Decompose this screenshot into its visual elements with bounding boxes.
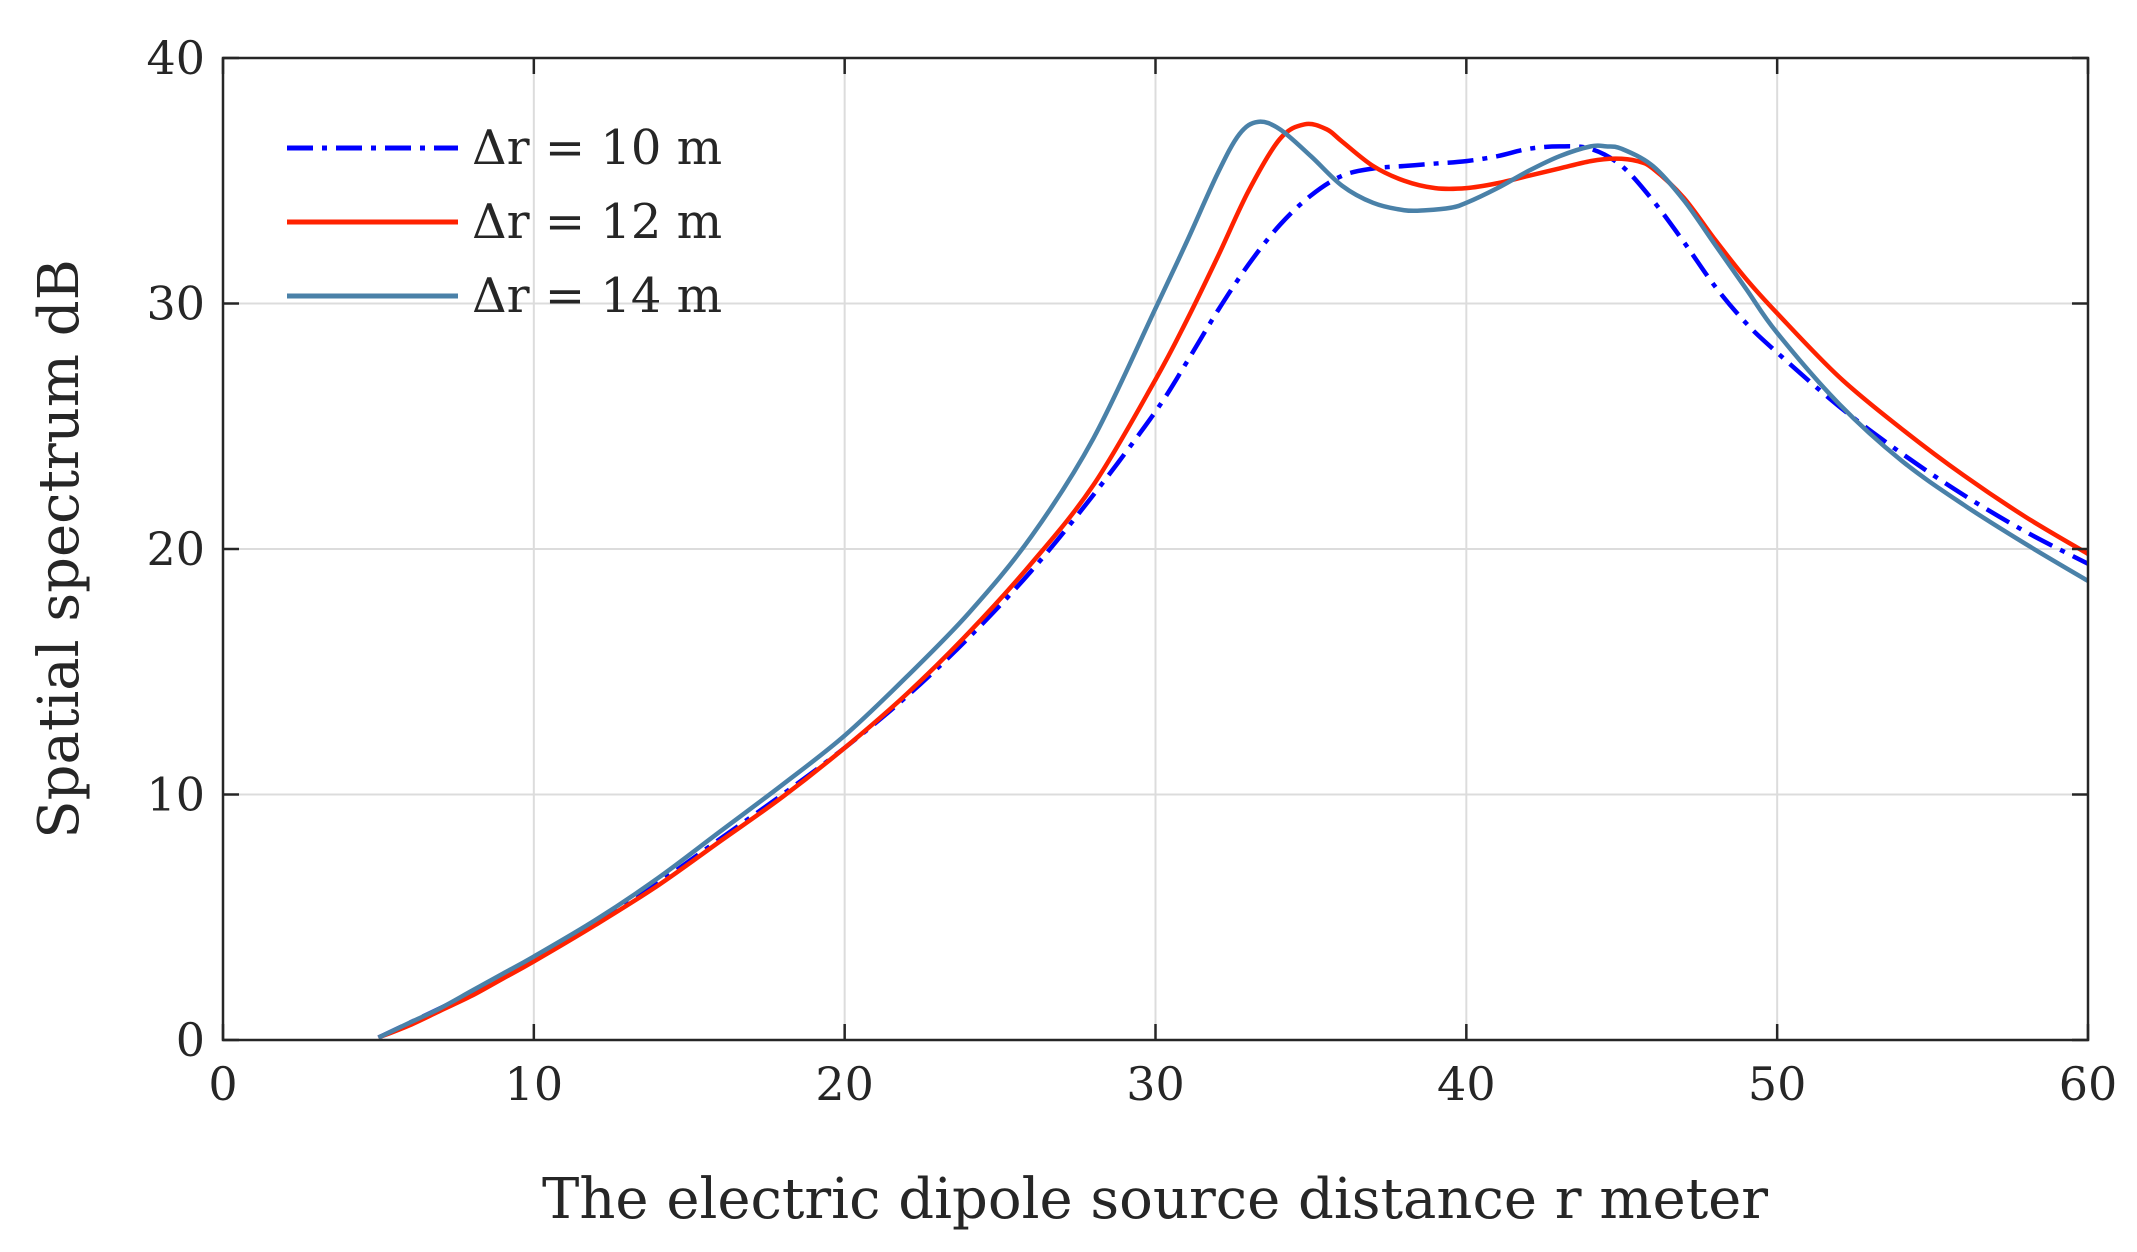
x-tick-label: 0 (208, 1057, 237, 1111)
y-tick-label: 40 (146, 31, 205, 85)
x-tick-label: 10 (505, 1057, 564, 1111)
x-tick-label: 60 (2059, 1057, 2118, 1111)
y-tick-label: 30 (146, 277, 205, 331)
y-tick-label: 10 (146, 768, 205, 822)
grid-lines (223, 58, 2088, 1040)
axis-ticks (221, 56, 2090, 1042)
series-line-3 (377, 119, 2090, 1040)
tick-labels: 0 10 20 30 40 50 60 0 10 20 30 40 (146, 31, 2117, 1111)
legend-label-series-1: Δr = 10 m (472, 120, 722, 176)
legend: Δr = 10 m Δr = 12 m Δr = 14 m (287, 120, 722, 324)
series-layer (377, 119, 2090, 1040)
x-axis-label: The electric dipole source distance r me… (542, 1167, 1768, 1232)
y-axis-label: Spatial spectrum dB (27, 259, 92, 838)
legend-label-series-3: Δr = 14 m (472, 268, 722, 324)
series-line-2 (377, 121, 2090, 1040)
legend-label-series-2: Δr = 12 m (472, 194, 722, 250)
x-tick-label: 40 (1437, 1057, 1496, 1111)
x-tick-label: 20 (815, 1057, 874, 1111)
x-tick-label: 30 (1126, 1057, 1185, 1111)
x-tick-label: 50 (1748, 1057, 1807, 1111)
y-tick-label: 0 (176, 1013, 205, 1067)
y-tick-label: 20 (146, 522, 205, 576)
